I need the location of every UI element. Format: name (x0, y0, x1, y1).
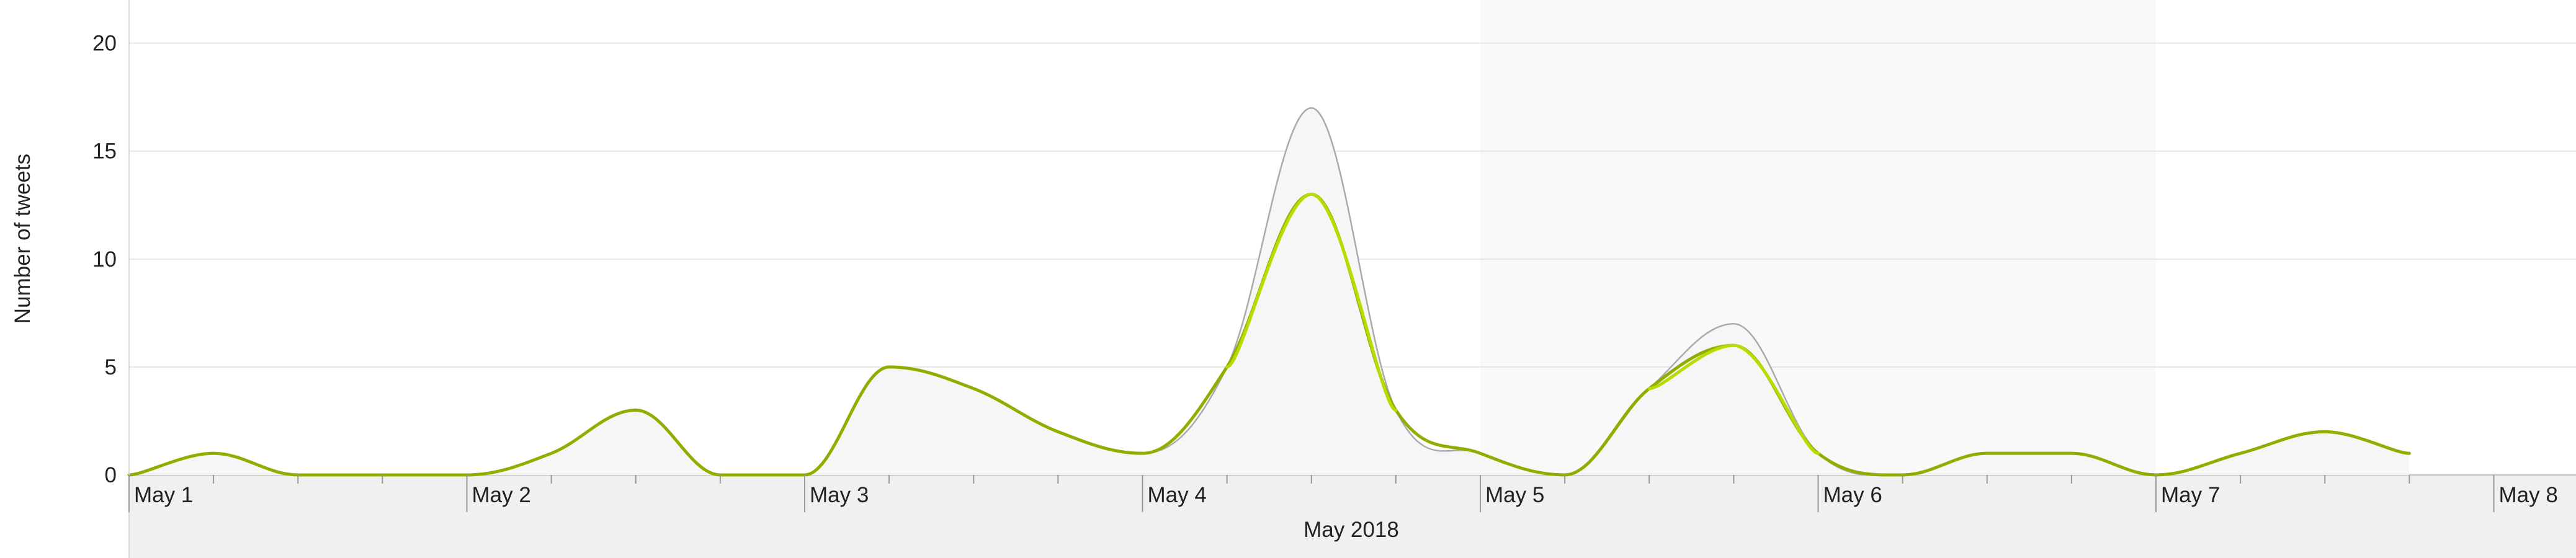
series-area (129, 108, 2410, 476)
y-tick-label: 15 (92, 140, 117, 164)
series-point[interactable] (1139, 450, 1147, 457)
series-point[interactable] (970, 385, 977, 392)
series-point[interactable] (632, 407, 640, 414)
series-point[interactable] (1477, 450, 1484, 457)
series-point[interactable] (1645, 385, 1653, 392)
x-tick-label: May 5 (1485, 483, 1544, 507)
x-tick-label: May 2 (472, 483, 531, 507)
x-tick-label: May 3 (810, 483, 869, 507)
series-point[interactable] (1392, 407, 1400, 414)
highlight-band (1480, 0, 2156, 475)
series-point[interactable] (1308, 190, 1315, 198)
y-tick-label: 20 (92, 32, 117, 56)
series-point[interactable] (2068, 450, 2075, 457)
series-point[interactable] (1983, 450, 1991, 457)
x-axis-band (129, 475, 2576, 558)
series-point[interactable] (2405, 450, 2413, 457)
y-tick-label: 5 (105, 355, 117, 379)
series-point[interactable] (548, 450, 555, 457)
series-point[interactable] (2237, 450, 2244, 457)
y-tick-label: 10 (92, 247, 117, 272)
series-point[interactable] (210, 450, 217, 457)
series-point[interactable] (1730, 342, 1737, 349)
y-axis-title: Number of tweets (11, 154, 35, 324)
series-point[interactable] (1054, 428, 1062, 435)
x-axis-title: May 2018 (1304, 518, 1399, 542)
x-tick-label: May 4 (1148, 483, 1207, 507)
series-point[interactable] (2321, 428, 2328, 435)
series-line-primary-peak (1647, 343, 1820, 455)
x-tick-label: May 8 (2499, 483, 2558, 507)
x-tick-label: May 7 (2161, 483, 2220, 507)
series-point[interactable] (1223, 363, 1231, 371)
series-line-primary-peak (1225, 192, 1398, 412)
y-tick-label: 0 (105, 463, 117, 487)
x-tick-label: May 1 (134, 483, 193, 507)
series-point[interactable] (885, 363, 893, 371)
x-tick-label: May 6 (1823, 483, 1882, 507)
series-point[interactable] (1815, 450, 1822, 457)
